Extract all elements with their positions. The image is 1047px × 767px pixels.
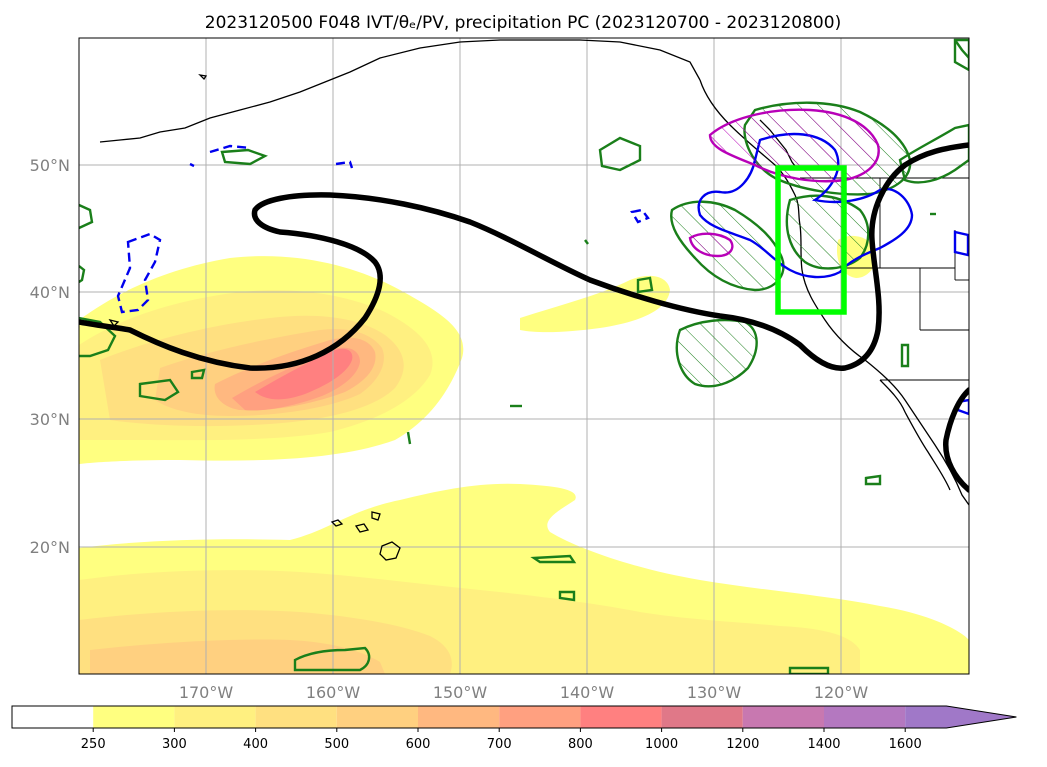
- latitude-labels: 50°N 40°N 30°N 20°N: [30, 156, 70, 557]
- highlight-region-box: [775, 165, 847, 315]
- figure-title: 2023120500 F048 IVT/θₑ/PV, precipitation…: [205, 13, 841, 33]
- colorbar-segment: [12, 706, 94, 728]
- lon-label: 160°W: [306, 683, 361, 702]
- colorbar-tick-label: 1600: [889, 737, 922, 752]
- precipitation-contours: [688, 108, 880, 258]
- colorbar-segment: [255, 706, 337, 728]
- colorbar-tick-label: 1400: [807, 737, 840, 752]
- colorbar-outline: [11, 705, 1017, 729]
- lon-label: 140°W: [560, 683, 615, 702]
- lat-label: 50°N: [30, 156, 70, 175]
- colorbar-tick-label: 300: [162, 737, 187, 752]
- map-panel: [79, 38, 969, 674]
- colorbar-tick-label: 700: [487, 737, 512, 752]
- lat-label: 30°N: [30, 410, 70, 429]
- colorbar-tick-label: 250: [81, 737, 106, 752]
- colorbar-segment: [661, 706, 743, 728]
- map-frame: [78, 37, 970, 675]
- ivt-shading: [79, 235, 969, 674]
- lon-label: 120°W: [814, 683, 869, 702]
- colorbar-segment: [580, 706, 662, 728]
- colorbar-segment: [742, 706, 824, 728]
- colorbar-segment: [499, 706, 581, 728]
- lon-label: 130°W: [687, 683, 742, 702]
- colorbar-segment: [905, 706, 1017, 728]
- colorbar-tick-label: 1200: [726, 737, 759, 752]
- colorbar-tick-label: 400: [243, 737, 268, 752]
- lat-label: 20°N: [30, 538, 70, 557]
- lat-label: 40°N: [30, 283, 70, 302]
- colorbar-segment: [418, 706, 500, 728]
- lon-label: 150°W: [433, 683, 488, 702]
- colorbar-tick-label: 800: [568, 737, 593, 752]
- colorbar-tick-label: 600: [406, 737, 431, 752]
- jet-axis-line: [79, 142, 969, 493]
- colorbar-segment: [824, 706, 906, 728]
- colorbar-tick-label: 500: [324, 737, 349, 752]
- colorbar-segment: [336, 706, 418, 728]
- colorbar-tick-label: 1000: [645, 737, 678, 752]
- lon-label: 170°W: [179, 683, 234, 702]
- colorbar: 250 300 400 500 600 700 800 1000 1200 1400 1600: [11, 705, 1017, 752]
- colorbar-segment: [174, 706, 256, 728]
- longitude-labels: 170°W 160°W 150°W 140°W 130°W 120°W: [179, 683, 869, 702]
- colorbar-segment: [93, 706, 175, 728]
